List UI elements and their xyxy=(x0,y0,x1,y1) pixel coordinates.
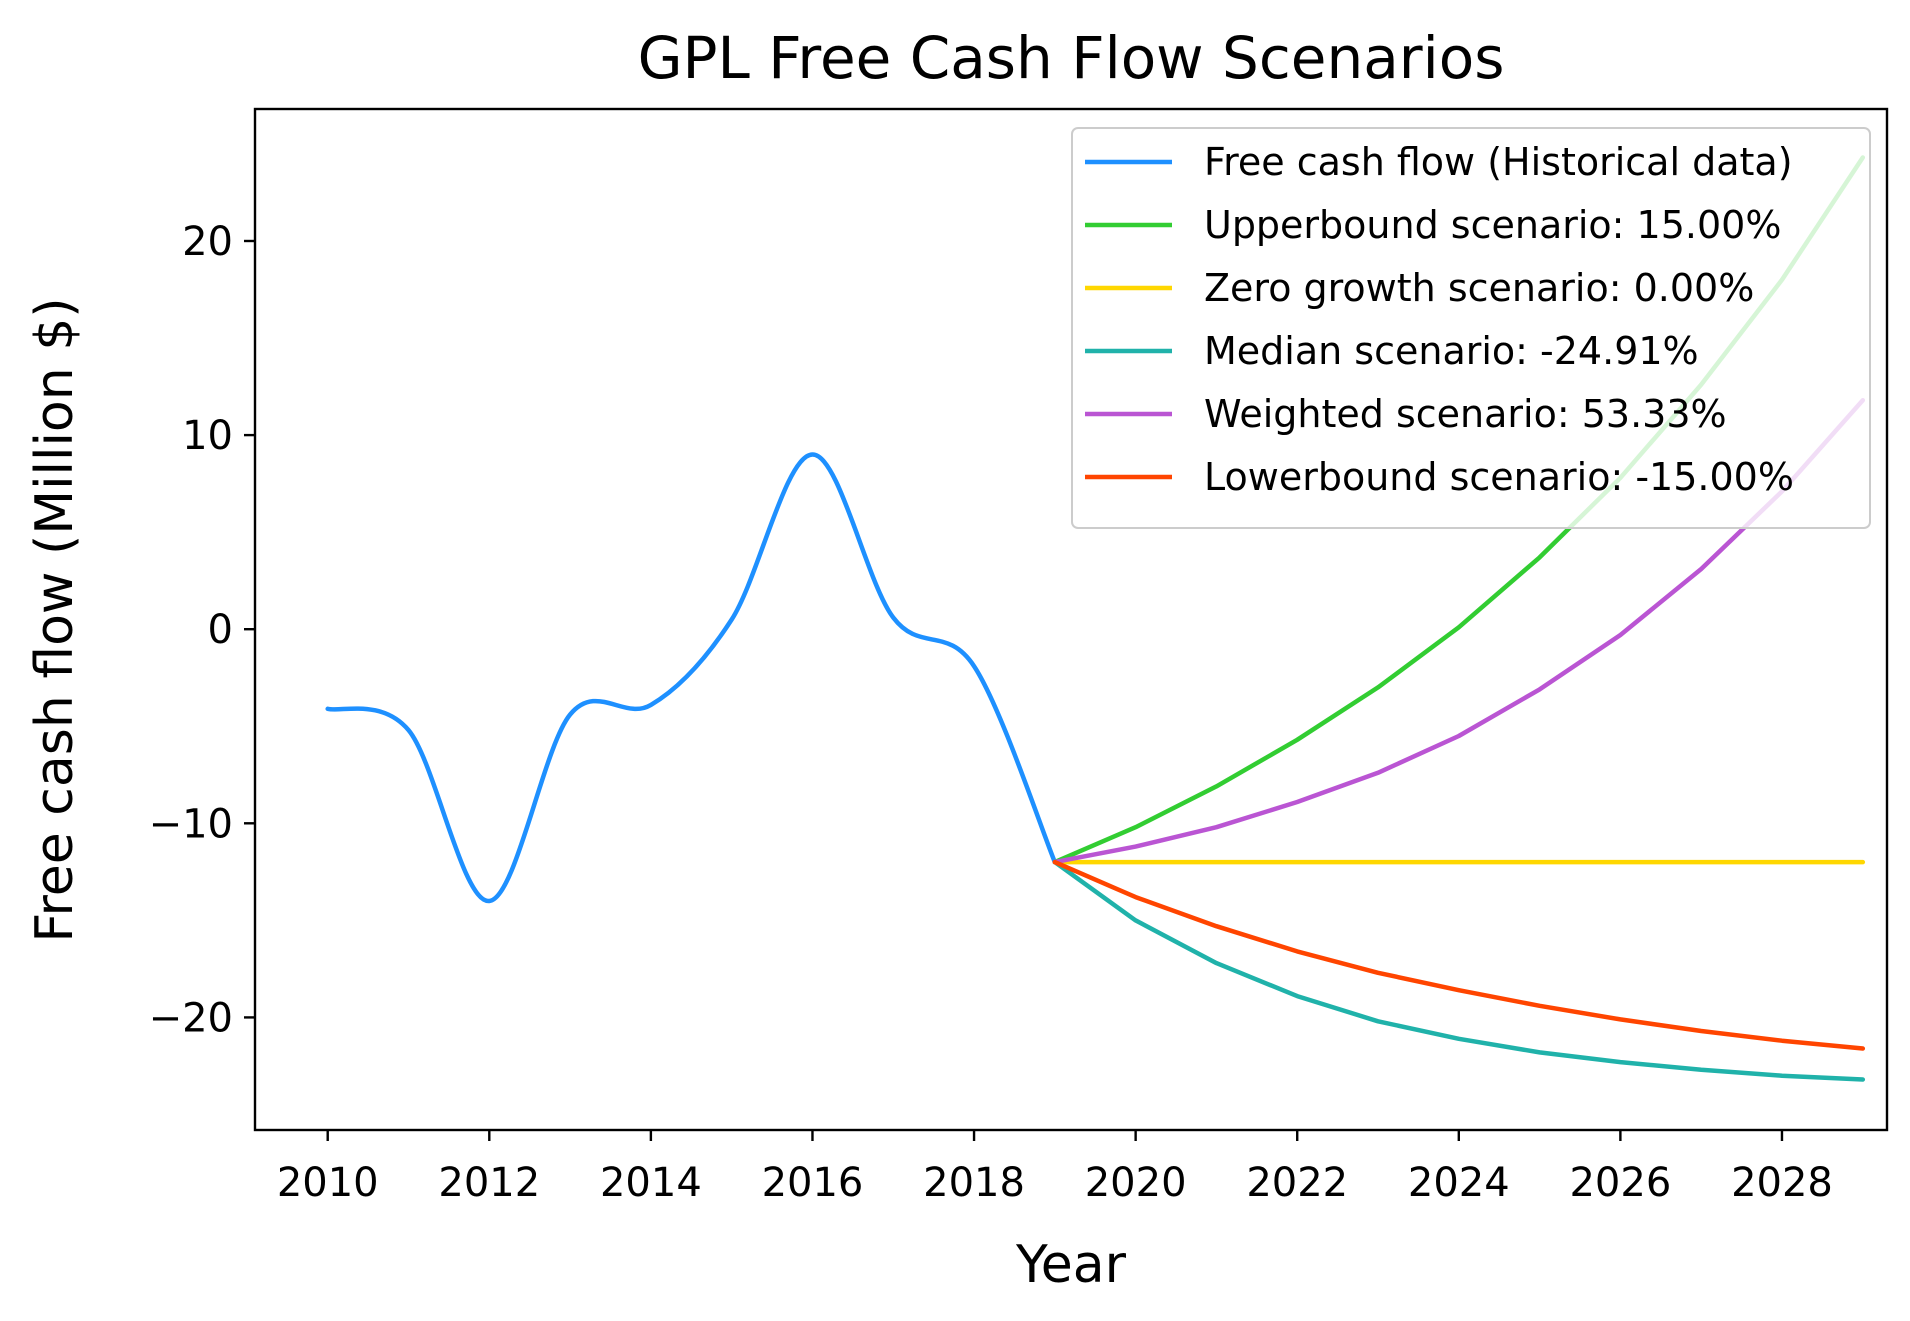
legend-entry: Lowerbound scenario: -15.00% xyxy=(1204,455,1794,499)
x-tick-label: 2022 xyxy=(1246,1160,1348,1206)
y-axis: 20 10 0 −10 −20 xyxy=(149,219,255,1041)
series-line-weighted-scenario xyxy=(1052,397,1866,865)
plot-area xyxy=(325,155,1866,1082)
x-tick-label: 2012 xyxy=(438,1160,540,1206)
legend-entry: Upperbound scenario: 15.00% xyxy=(1204,203,1781,247)
plot-frame xyxy=(253,107,1889,1132)
legend-entry: Median scenario: -24.91% xyxy=(1204,329,1699,373)
y-tick-label: 0 xyxy=(208,607,233,653)
chart-title: GPL Free Cash Flow Scenarios xyxy=(638,24,1505,92)
y-tick-label: 10 xyxy=(182,413,233,459)
x-tick-label: 2026 xyxy=(1569,1160,1671,1206)
x-tick-label: 2024 xyxy=(1408,1160,1510,1206)
series-line-median-scenario xyxy=(1052,859,1866,1082)
legend-box xyxy=(1071,127,1871,529)
x-axis: 2010 2012 2014 2016 2018 2020 2022 2024 2026 2028 xyxy=(277,1130,1833,1206)
x-tick-label: 2010 xyxy=(277,1160,379,1206)
series-line-lowerbound-scenario xyxy=(1052,859,1866,1051)
legend-entry: Weighted scenario: 53.33% xyxy=(1204,392,1727,436)
legend-entry: Free cash flow (Historical data) xyxy=(1204,140,1793,184)
y-tick-label: −10 xyxy=(149,801,233,847)
y-axis-label: Free cash flow (Million $) xyxy=(25,297,85,942)
x-axis-label: Year xyxy=(1015,1235,1127,1295)
y-tick-label: 20 xyxy=(182,219,233,265)
x-tick-label: 2028 xyxy=(1731,1160,1833,1206)
x-tick-label: 2018 xyxy=(923,1160,1025,1206)
x-tick-label: 2014 xyxy=(600,1160,702,1206)
legend: Free cash flow (Historical data) Upperbou… xyxy=(1071,127,1871,529)
legend-entry: Zero growth scenario: 0.00% xyxy=(1204,266,1754,310)
series-line-free-cash-flow-historical-data xyxy=(325,452,1058,904)
y-tick-label: −20 xyxy=(149,995,233,1041)
x-tick-label: 2016 xyxy=(762,1160,864,1206)
x-tick-label: 2020 xyxy=(1085,1160,1187,1206)
